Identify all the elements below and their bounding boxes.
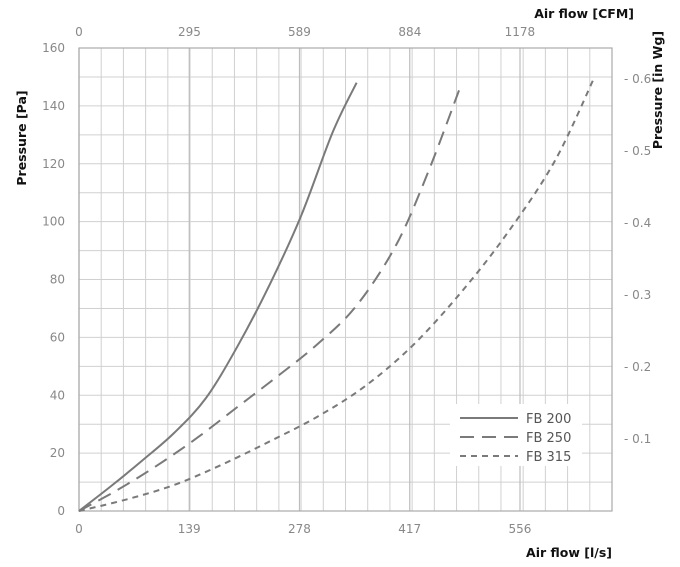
y-left-tick-label: 40 — [50, 388, 65, 402]
x-top-tick-label: 884 — [398, 25, 421, 39]
y-left-tick-label: 60 — [50, 330, 65, 344]
series-line-fb-315 — [78, 76, 596, 512]
x-bottom-tick-label: 417 — [398, 522, 421, 536]
y-right-tick-label: - 0.4 — [624, 216, 651, 230]
x-axis-bottom-title: Air flow [l/s] — [526, 545, 612, 560]
legend-label: FB 200 — [526, 412, 571, 427]
x-bottom-tick-label: 556 — [509, 522, 532, 536]
x-top-tick-label: 295 — [178, 25, 201, 39]
legend: FB 200 FB 250 FB 315 — [450, 404, 582, 466]
y-left-tick-label: 20 — [50, 446, 65, 460]
y-right-tick-label: - 0.6 — [624, 72, 651, 86]
y-left-tick-label: 160 — [42, 41, 65, 55]
series-layer — [78, 76, 596, 512]
x-top-tick-label: 0 — [75, 25, 83, 39]
legend-label: FB 250 — [526, 431, 571, 446]
y-left-tick-label: 0 — [57, 504, 65, 518]
x-bottom-tick-label: 139 — [178, 522, 201, 536]
series-line-fb-250 — [78, 88, 461, 512]
legend-label: FB 315 — [526, 450, 571, 465]
y-right-tick-label: - 0.5 — [624, 144, 651, 158]
x-bottom-tick-label: 278 — [288, 522, 311, 536]
x-top-tick-label: 1178 — [505, 25, 536, 39]
x-bottom-tick-label: 0 — [75, 522, 83, 536]
series-line-fb-200 — [78, 82, 358, 512]
y-right-tick-label: - 0.2 — [624, 360, 651, 374]
plot-frame — [78, 47, 613, 512]
y-left-tick-label: 140 — [42, 99, 65, 113]
y-left-tick-label: 80 — [50, 273, 65, 287]
y-axis-left-title: Pressure [Pa] — [14, 90, 29, 185]
x-top-tick-label: 589 — [288, 25, 311, 39]
y-right-tick-label: - 0.1 — [624, 432, 651, 446]
y-axis-right-title: Pressure [in Wg] — [650, 31, 665, 149]
y-left-tick-label: 100 — [42, 215, 65, 229]
tick-labels: 0 139 278 417 556 0 295 589 884 1178 0 20 40 60 80 100 1… — [42, 25, 651, 536]
y-left-tick-label: 120 — [42, 157, 65, 171]
x-axis-top-title: Air flow [CFM] — [534, 6, 634, 21]
y-right-tick-label: - 0.3 — [624, 288, 651, 302]
